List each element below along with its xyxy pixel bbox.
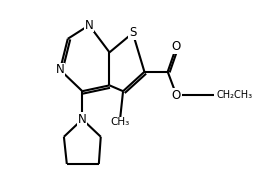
Text: N: N (78, 113, 87, 126)
Text: O: O (172, 88, 181, 102)
Text: CH₂CH₃: CH₂CH₃ (216, 90, 252, 100)
Text: S: S (129, 26, 137, 40)
Text: N: N (56, 63, 64, 76)
Text: N: N (85, 19, 94, 32)
Text: O: O (172, 40, 181, 53)
Text: CH₃: CH₃ (111, 117, 130, 127)
